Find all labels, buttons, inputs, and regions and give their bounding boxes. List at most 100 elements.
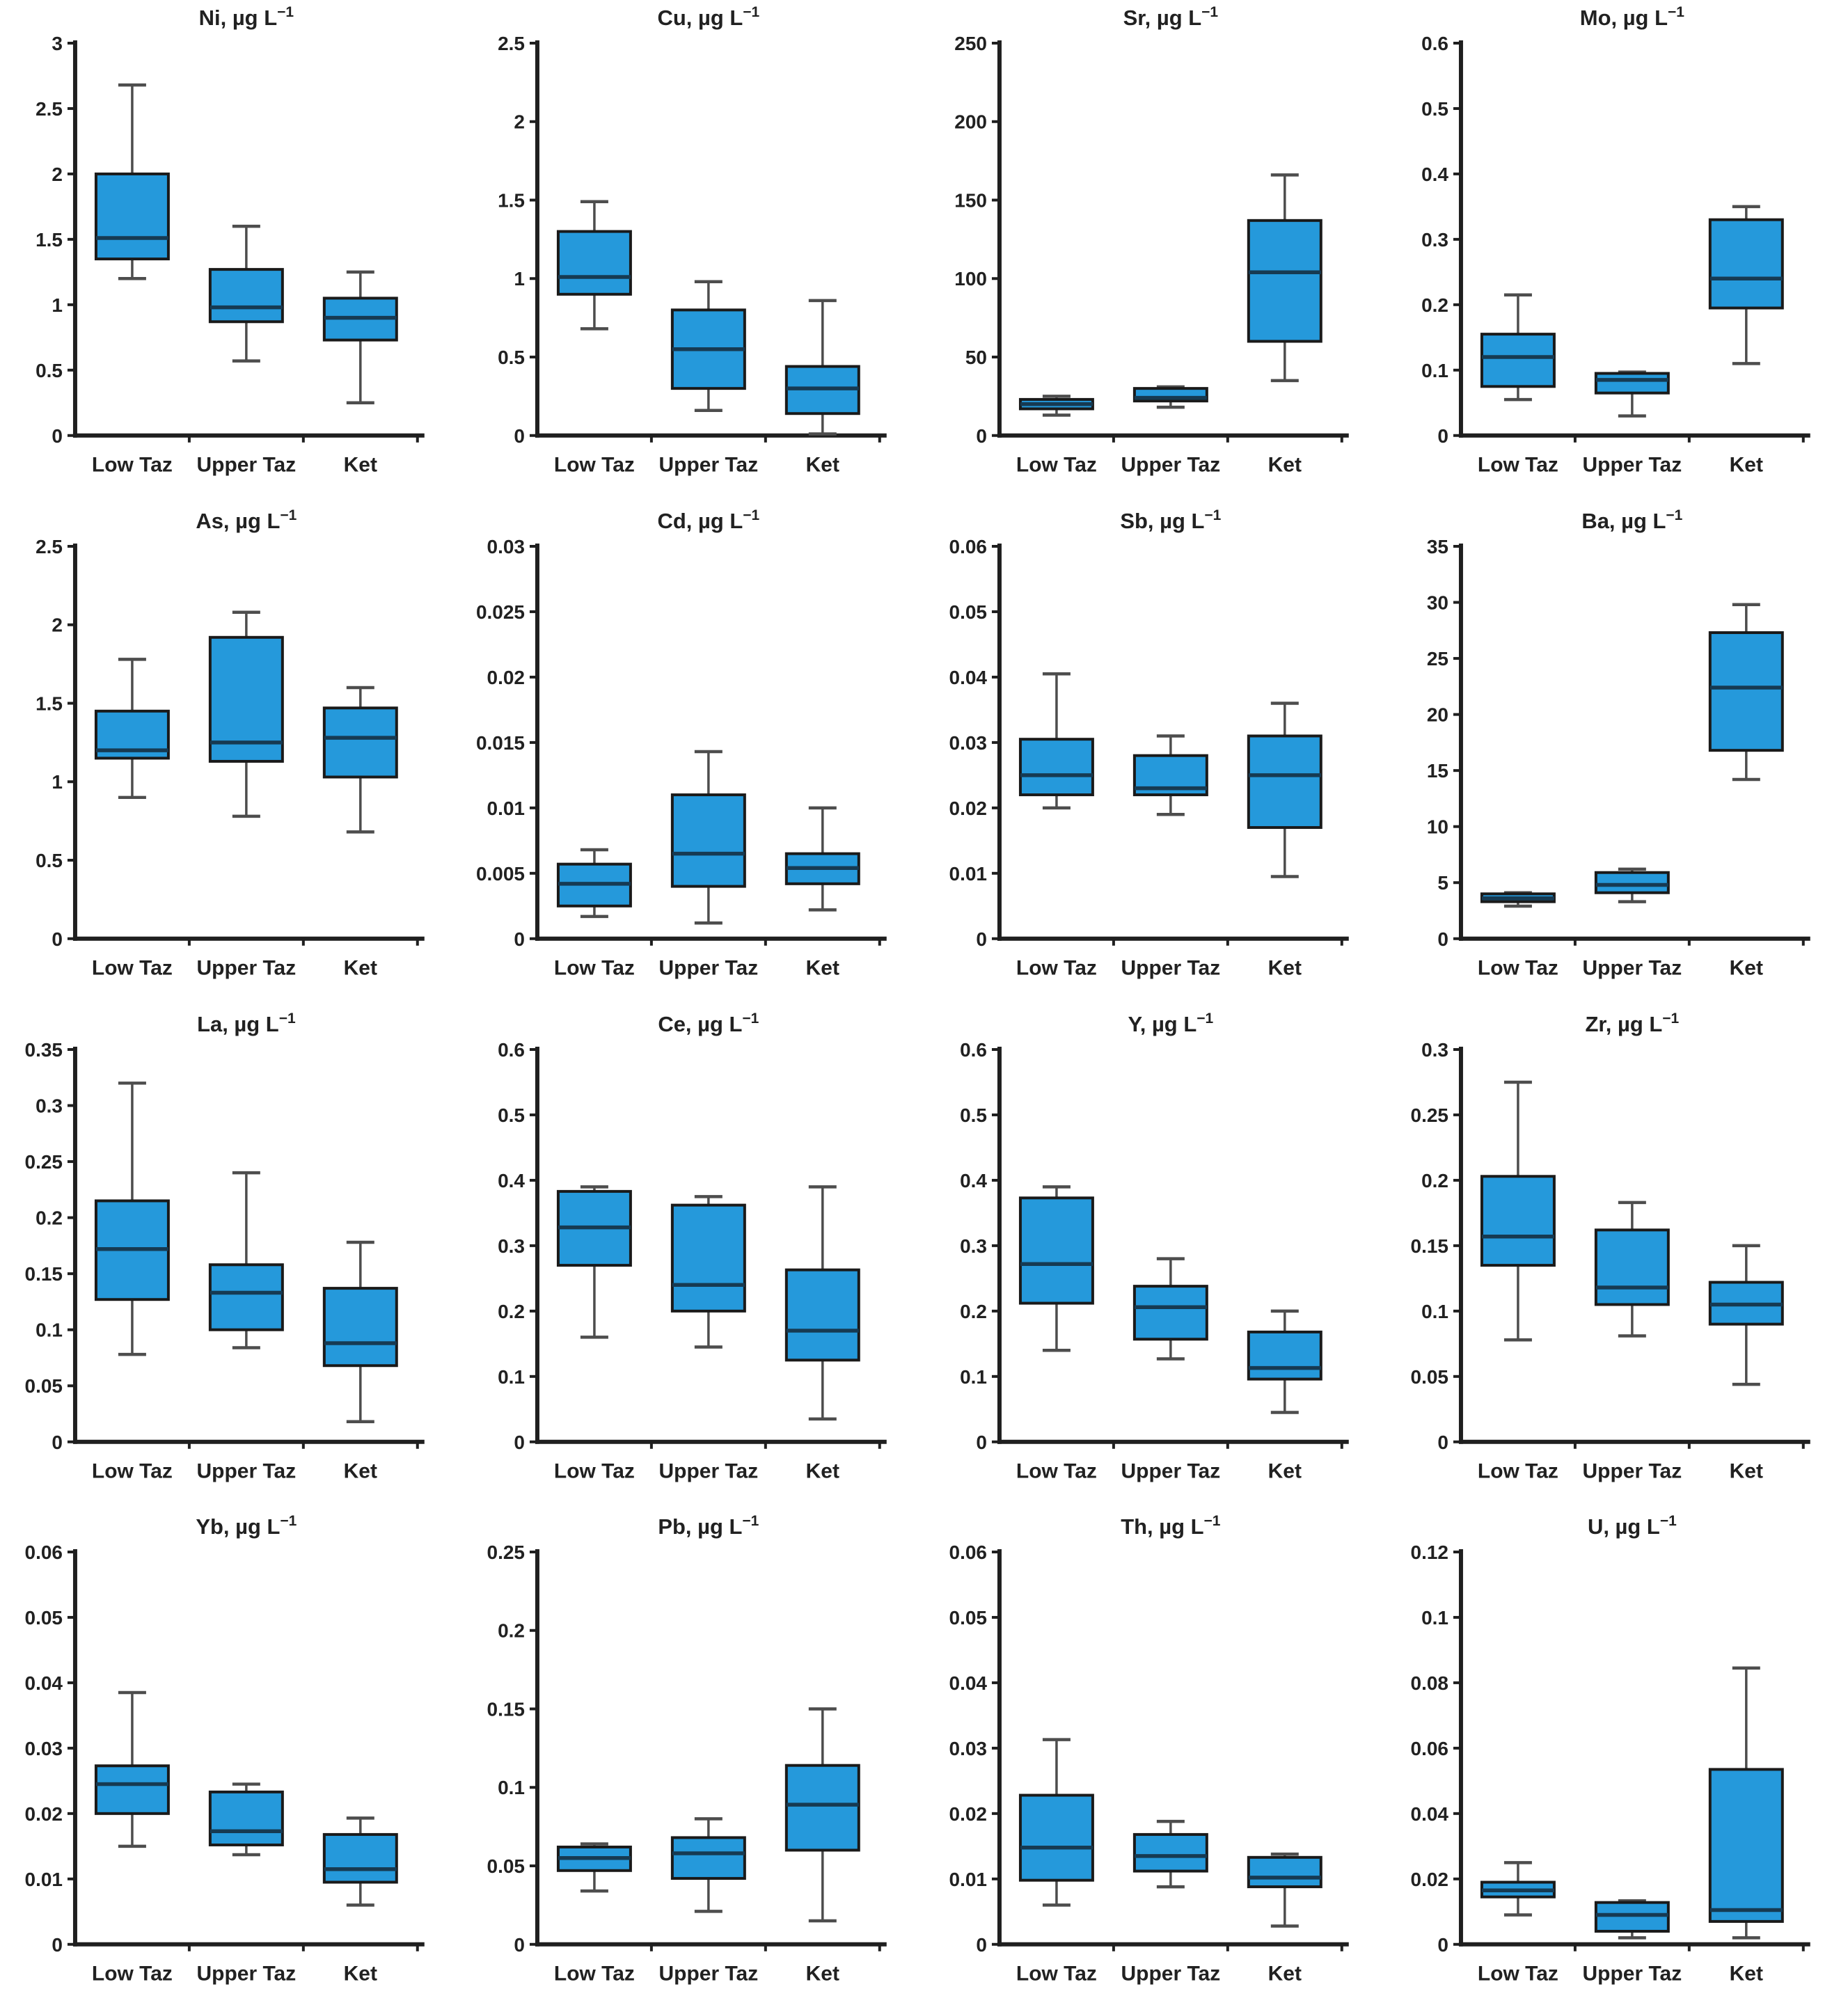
y-tick-label: 2.5 bbox=[35, 98, 63, 120]
axes: 0 0.05 0.1 0.15 0.2 0.25 0.3 0.35 bbox=[25, 1038, 425, 1452]
iqr-box bbox=[208, 268, 284, 324]
category-label-ket: Ket bbox=[1730, 454, 1763, 477]
box-group-upper-taz bbox=[208, 224, 284, 363]
y-tick-label: 0 bbox=[1438, 1431, 1449, 1452]
iqr-box bbox=[1247, 219, 1322, 343]
iqr-box bbox=[1595, 1228, 1671, 1306]
box-group-ket bbox=[784, 1707, 860, 1923]
y-tick-label: 1.5 bbox=[35, 229, 63, 251]
category-label-low-taz: Low Taz bbox=[1016, 454, 1096, 477]
y-tick-label: 0.25 bbox=[1411, 1104, 1448, 1125]
box-group-ket bbox=[1709, 1666, 1785, 1940]
chart-title: Pb, µg L−1 bbox=[658, 1513, 759, 1539]
y-tick-label: 0 bbox=[976, 425, 987, 447]
category-label-low-taz: Low Taz bbox=[1016, 1459, 1096, 1482]
y-tick-label: 0.2 bbox=[1421, 1169, 1448, 1191]
iqr-box bbox=[208, 1262, 284, 1331]
box-group-low-taz bbox=[94, 1691, 170, 1848]
y-tick-label: 0.35 bbox=[25, 1038, 63, 1060]
iqr-box bbox=[1480, 333, 1556, 388]
iqr-box bbox=[1132, 1284, 1208, 1340]
y-tick-label: 0 bbox=[976, 1431, 987, 1452]
y-tick-label: 0.06 bbox=[949, 536, 986, 557]
iqr-box bbox=[94, 172, 170, 261]
y-tick-label: 0.02 bbox=[1411, 1869, 1448, 1890]
chart-title: Sb, µg L−1 bbox=[1120, 507, 1221, 533]
iqr-box bbox=[322, 1833, 398, 1884]
boxplot-svg-y: Y, µg L−1 0 0.1 0.2 0.3 0.4 0.5 0.6 Low Taz Upper… bbox=[960, 1011, 1349, 1482]
box-group-low-taz bbox=[556, 848, 632, 918]
axes: 0 50 100 150 200 250 bbox=[954, 33, 1349, 447]
axes: 0 5 10 15 20 25 30 35 bbox=[1427, 536, 1811, 950]
y-tick-label: 0.3 bbox=[960, 1235, 987, 1256]
y-tick-label: 1 bbox=[52, 294, 63, 316]
y-tick-label: 0.02 bbox=[949, 798, 986, 819]
box-group-low-taz bbox=[556, 1842, 632, 1893]
y-tick-label: 0.2 bbox=[1421, 294, 1448, 316]
box-group-upper-taz bbox=[208, 610, 284, 818]
y-tick-label: 0 bbox=[52, 1934, 63, 1956]
boxplot-svg-yb: Yb, µg L−1 0 0.01 0.02 0.03 0.04 0.05 0.06 Low T… bbox=[25, 1513, 425, 1986]
category-label-low-taz: Low Taz bbox=[1478, 1459, 1558, 1482]
y-tick-label: 0.6 bbox=[1421, 33, 1448, 54]
y-tick-label: 0.06 bbox=[1411, 1738, 1448, 1759]
y-tick-label: 0 bbox=[976, 1934, 987, 1956]
boxplot-la: La, µg L−1 0 0.05 0.1 0.15 0.2 0.25 0.3 0.35 Low … bbox=[0, 1006, 462, 1510]
chart-title: Sr, µg L−1 bbox=[1123, 4, 1218, 30]
y-tick-label: 0.15 bbox=[487, 1699, 524, 1720]
axes: 0 0.5 1 1.5 2 2.5 bbox=[35, 536, 425, 950]
box-group-low-taz bbox=[1480, 1861, 1556, 1917]
y-tick-label: 0.03 bbox=[25, 1738, 63, 1759]
box-group-ket bbox=[784, 299, 860, 436]
iqr-box bbox=[1595, 871, 1671, 894]
y-tick-label: 0 bbox=[514, 1431, 525, 1452]
y-tick-label: 0.6 bbox=[498, 1038, 525, 1060]
category-label-low-taz: Low Taz bbox=[554, 1963, 635, 1986]
y-tick-label: 0.06 bbox=[949, 1542, 986, 1563]
y-tick-label: 0.12 bbox=[1411, 1542, 1448, 1563]
y-tick-label: 20 bbox=[1427, 704, 1448, 725]
category-label-low-taz: Low Taz bbox=[92, 957, 173, 980]
y-tick-label: 5 bbox=[1438, 872, 1449, 894]
category-label-low-taz: Low Taz bbox=[1478, 454, 1558, 477]
y-tick-label: 0.1 bbox=[1421, 1300, 1448, 1322]
y-tick-label: 0.03 bbox=[949, 732, 986, 754]
category-label-upper-taz: Upper Taz bbox=[1583, 1459, 1682, 1482]
box-group-ket bbox=[784, 1185, 860, 1420]
y-tick-label: 50 bbox=[965, 347, 986, 368]
y-tick-label: 0.04 bbox=[949, 1672, 987, 1694]
category-label-upper-taz: Upper Taz bbox=[658, 1459, 758, 1482]
boxplot-svg-mo: Mo, µg L−1 0 0.1 0.2 0.3 0.4 0.5 0.6 Low Taz Uppe… bbox=[1421, 4, 1811, 477]
category-label-upper-taz: Upper Taz bbox=[197, 957, 297, 980]
iqr-box bbox=[1247, 1330, 1322, 1381]
y-tick-label: 0.06 bbox=[25, 1542, 63, 1563]
boxplot-svg-th: Th, µg L−1 0 0.01 0.02 0.03 0.04 0.05 0.06 Low T… bbox=[949, 1513, 1349, 1986]
boxplot-yb: Yb, µg L−1 0 0.01 0.02 0.03 0.04 0.05 0.06 Low T… bbox=[0, 1509, 462, 2012]
axes: 0 0.1 0.2 0.3 0.4 0.5 0.6 bbox=[498, 1038, 887, 1452]
box-group-upper-taz bbox=[1132, 385, 1208, 409]
axes: 0 0.005 0.01 0.015 0.02 0.025 0.03 bbox=[476, 536, 887, 950]
category-label-low-taz: Low Taz bbox=[92, 1963, 173, 1986]
y-tick-label: 35 bbox=[1427, 536, 1448, 557]
category-label-ket: Ket bbox=[805, 454, 839, 477]
iqr-box bbox=[94, 1764, 170, 1816]
chart-title: Mo, µg L−1 bbox=[1580, 4, 1684, 30]
y-tick-label: 0.3 bbox=[1421, 229, 1448, 251]
y-tick-label: 15 bbox=[1427, 760, 1448, 782]
box-group-low-taz bbox=[1018, 1738, 1094, 1907]
category-label-low-taz: Low Taz bbox=[1016, 957, 1096, 980]
category-label-ket: Ket bbox=[805, 1963, 839, 1986]
category-label-upper-taz: Upper Taz bbox=[1583, 1963, 1682, 1986]
category-label-low-taz: Low Taz bbox=[1478, 957, 1558, 980]
iqr-box bbox=[1018, 1793, 1094, 1882]
y-tick-label: 0.1 bbox=[35, 1319, 63, 1340]
axes: 0 0.01 0.02 0.03 0.04 0.05 0.06 bbox=[25, 1542, 425, 1956]
iqr-box bbox=[1247, 734, 1322, 829]
y-tick-label: 25 bbox=[1427, 648, 1448, 670]
box-group-ket bbox=[1709, 1244, 1785, 1386]
box-group-low-taz bbox=[1018, 395, 1094, 417]
y-tick-label: 0.03 bbox=[487, 536, 524, 557]
boxplot-as: As, µg L−1 0 0.5 1 1.5 2 2.5 Low Taz Upper Taz Ke… bbox=[0, 503, 462, 1006]
category-label-ket: Ket bbox=[344, 454, 377, 477]
y-tick-label: 0.02 bbox=[487, 667, 524, 688]
